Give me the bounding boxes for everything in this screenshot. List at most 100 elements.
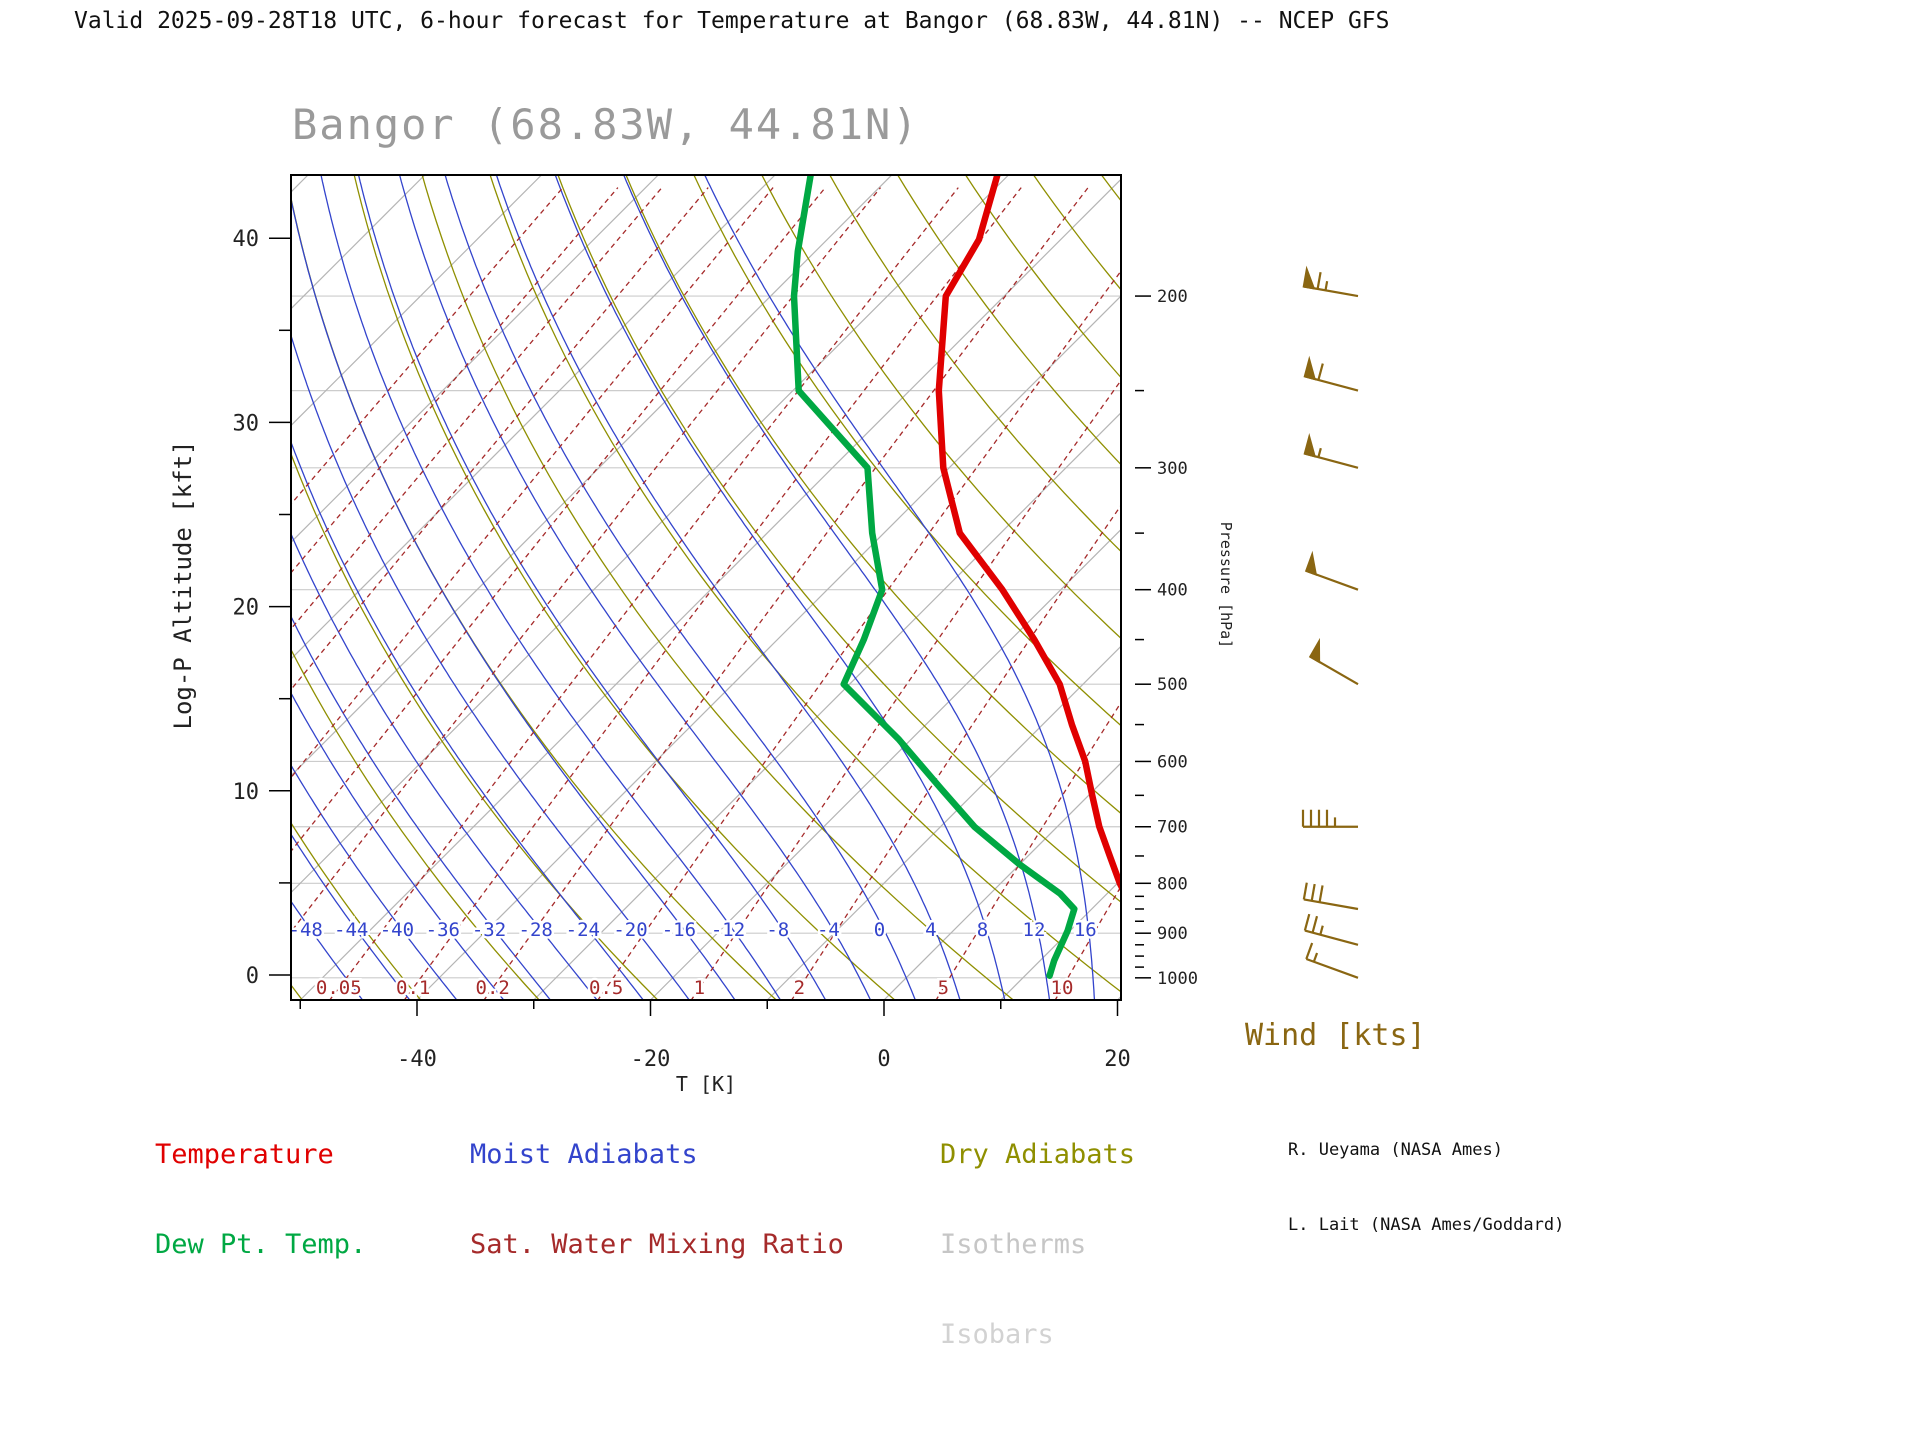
moist-adiabat-line <box>444 175 916 1000</box>
dry-adiabat-line <box>1234 171 1920 1001</box>
wind-barb-full <box>1316 272 1322 290</box>
isotherm-line <box>1234 175 1920 1000</box>
moist-adiabat-label: -28 <box>519 919 553 941</box>
dry-adiabat-line <box>489 175 1121 993</box>
mixing-ratio-label: 5 <box>938 977 949 999</box>
dry-adiabat-line <box>291 452 659 1000</box>
legend-column-profiles: Temperature Dew Pt. Temp. <box>155 1080 366 1320</box>
wind-barb-half <box>1312 952 1319 963</box>
dry-adiabat-line <box>1166 171 1920 1001</box>
kft-tick-label: 20 <box>233 596 260 621</box>
moist-adiabat-line <box>357 175 827 1000</box>
mixing-ratio-line <box>483 187 1089 1000</box>
legend-item-mixing-ratio: Sat. Water Mixing Ratio <box>470 1229 844 1260</box>
plot-title: Bangor (68.83W, 44.81N) <box>292 100 920 149</box>
temp-tick-label: 20 <box>1104 1047 1131 1072</box>
mixing-ratio-label: 0.2 <box>476 977 510 999</box>
moist-adiabat-label: -44 <box>334 919 368 941</box>
moist-adiabat-label: -16 <box>662 919 696 941</box>
credits: R. Ueyama (NASA Ames) L. Lait (NASA Ames… <box>1288 1088 1564 1288</box>
moist-adiabat-line <box>291 691 505 1000</box>
kft-tick-label: 0 <box>246 964 259 989</box>
dry-adiabat-line <box>353 175 896 1000</box>
moist-adiabat-line <box>623 175 1051 1000</box>
moist-adiabat-line <box>398 175 872 1000</box>
moist-adiabat-line <box>320 175 782 1000</box>
mixing-ratio-label: 0.1 <box>396 977 430 999</box>
mixing-ratio-line <box>291 187 882 933</box>
moist-adiabat-label: -8 <box>766 919 789 941</box>
temp-tick-label: 0 <box>877 1047 890 1072</box>
credit-line-1: R. Ueyama (NASA Ames) <box>1288 1140 1503 1160</box>
isotherm-line <box>416 295 1121 1000</box>
moist-adiabat-line <box>291 333 691 1000</box>
pressure-tick-label: 700 <box>1157 818 1188 838</box>
legend-item-dewpoint: Dew Pt. Temp. <box>155 1229 367 1260</box>
wind-barb-pennant <box>1308 637 1321 664</box>
mixing-ratio-line <box>403 187 1022 1000</box>
pressure-tick-label: 400 <box>1157 581 1188 601</box>
wind-barb-full <box>1318 885 1324 903</box>
temp-tick-label: -20 <box>631 1047 671 1072</box>
pressure-tick-label: 200 <box>1157 287 1188 307</box>
x-axis-label: T [K] <box>675 1072 737 1096</box>
moist-adiabat-line <box>704 175 1096 1000</box>
moist-adiabat-label: 16 <box>1074 919 1097 941</box>
mixing-ratio-line <box>291 187 709 691</box>
isotherm-line <box>291 175 659 544</box>
isotherm-line <box>291 175 309 193</box>
plot-area: -48 -44 -40 -36 -32 -28 -24 -20 -16 -12 -8 -4 0 4 8 12 1… <box>291 171 1920 1001</box>
mixing-ratio-line <box>690 379 1121 1000</box>
dry-adiabat-line <box>1505 171 1920 1001</box>
wind-barb-half <box>1317 447 1322 458</box>
kft-tick-label: 30 <box>233 411 260 436</box>
isotherm-line <box>291 175 893 777</box>
mixing-ratio-line <box>597 269 1121 1000</box>
inline-labels: -48 -44 -40 -36 -32 -28 -24 -20 -16 -12 -8 -4 0 4 8 12 1… <box>291 917 1099 1001</box>
isotherm-lines <box>291 175 1920 1000</box>
moist-adiabat-line <box>291 615 552 1000</box>
wind-barbs <box>1301 265 1359 979</box>
moist-adiabat-lines <box>291 175 1096 1000</box>
isotherm-line <box>1117 995 1121 1000</box>
legend-item-dry-adiabats: Dry Adiabats <box>940 1139 1136 1170</box>
axis-ticks <box>269 237 1151 1016</box>
wind-units-label: Wind [kts] <box>1245 1018 1426 1053</box>
header-title: Valid 2025-09-28T18 UTC, 6-hour forecast… <box>74 8 1390 34</box>
wind-barb-full <box>1310 883 1316 902</box>
moist-adiabat-line <box>291 900 364 1000</box>
moist-adiabat-label: -20 <box>613 919 647 941</box>
dry-adiabat-line <box>1302 171 1920 1001</box>
pressure-tick-label: 300 <box>1157 459 1188 479</box>
wind-barb-full <box>1311 915 1319 933</box>
moist-adiabat-label: 12 <box>1023 919 1046 941</box>
mixing-ratio-label: 10 <box>1051 977 1074 999</box>
mixing-ratio-line <box>291 187 826 853</box>
moist-adiabat-label: -36 <box>426 919 460 941</box>
isotherm-line <box>291 175 426 310</box>
legend-item-temperature: Temperature <box>155 1139 334 1170</box>
isotherm-line <box>291 175 1009 894</box>
wind-barb-pennant <box>1304 550 1318 576</box>
moist-adiabat-label: -40 <box>380 919 414 941</box>
mixing-ratio-label: 1 <box>694 977 705 999</box>
moist-adiabat-label: -24 <box>566 919 600 941</box>
isotherm-line <box>291 175 776 660</box>
wind-barb-pennant <box>1303 355 1317 381</box>
isotherm-line <box>766 645 1121 1000</box>
isotherm-line <box>1351 175 1920 1000</box>
legend-column-moist: Moist Adiabats Sat. Water Mixing Ratio <box>470 1080 844 1320</box>
dry-adiabat-line <box>291 983 304 1000</box>
mixing-ratio-line <box>1182 188 1658 1001</box>
mixing-ratio-line <box>1054 885 1121 1000</box>
legend-item-isotherms: Isotherms <box>940 1229 1087 1260</box>
credit-line-2: L. Lait (NASA Ames/Goddard) <box>1288 1215 1565 1235</box>
kft-tick-label: 40 <box>233 227 260 252</box>
mixing-ratio-line <box>291 187 663 630</box>
moist-adiabat-label: -32 <box>472 919 506 941</box>
legend-item-moist-adiabats: Moist Adiabats <box>470 1139 698 1170</box>
pressure-tick-label: 1000 <box>1157 969 1198 989</box>
